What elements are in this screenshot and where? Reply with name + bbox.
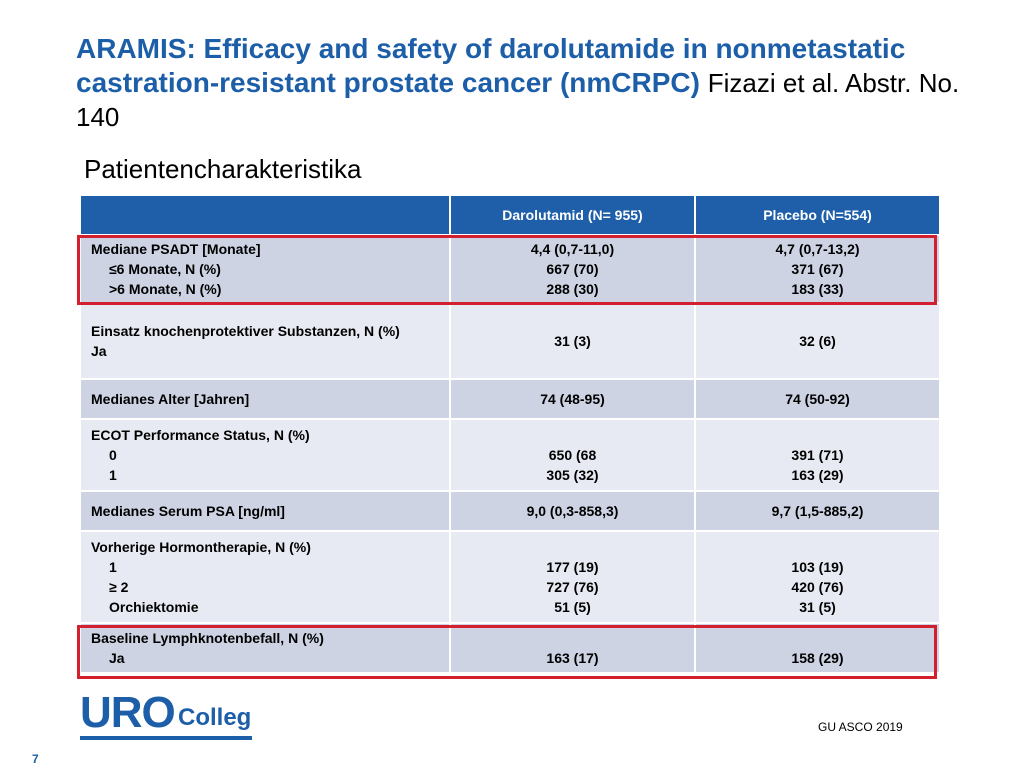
row-label: Mediane PSADT [Monate] ≤6 Monate, N (%) … bbox=[79, 234, 451, 304]
cell-value: 305 (32) bbox=[546, 467, 599, 483]
cell-value: 177 (19) bbox=[546, 559, 599, 575]
row-label: Vorherige Hormontherapie, N (%) 1 ≥ 2 Or… bbox=[79, 530, 451, 624]
patient-characteristics-table: Darolutamid (N= 955) Placebo (N=554) Med… bbox=[79, 194, 941, 674]
table-row: Medianes Serum PSA [ng/ml] 9,0 (0,3-858,… bbox=[79, 490, 941, 532]
cell-value: 163 (29) bbox=[791, 467, 844, 483]
cell-darolutamid: 9,0 (0,3-858,3) bbox=[449, 490, 696, 532]
cell-value: 51 (5) bbox=[554, 599, 591, 615]
row-label: Einsatz knochenprotektiver Substanzen, N… bbox=[79, 302, 451, 380]
row-label-line: ≤6 Monate, N (%) bbox=[109, 261, 221, 277]
slide-title-main: ARAMIS: Efficacy and safety of darolutam… bbox=[76, 33, 906, 98]
cell-value: 4,7 (0,7-13,2) bbox=[775, 241, 860, 257]
slide-subtitle: Patientencharakteristika bbox=[84, 154, 362, 184]
cell-darolutamid: 177 (19) 727 (76) 51 (5) bbox=[449, 530, 696, 624]
cell-placebo: 391 (71) 163 (29) bbox=[694, 418, 941, 492]
cell-darolutamid: 163 (17) bbox=[449, 622, 696, 674]
row-label-line: Vorherige Hormontherapie, N (%) bbox=[91, 539, 311, 555]
logo-uro-text: URO bbox=[80, 688, 176, 737]
table-row: Baseline Lymphknotenbefall, N (%) Ja 163… bbox=[79, 622, 941, 674]
cell-value: 4,4 (0,7-11,0) bbox=[530, 241, 615, 257]
highlight-box-psadt bbox=[77, 235, 937, 305]
cell-value: 420 (76) bbox=[791, 579, 844, 595]
table-row: ECOT Performance Status, N (%) 0 1 650 (… bbox=[79, 418, 941, 492]
cell-value: 183 (33) bbox=[791, 281, 844, 297]
page-number: 7 bbox=[32, 752, 39, 766]
row-label: ECOT Performance Status, N (%) 0 1 bbox=[79, 418, 451, 492]
footer-source: GU ASCO 2019 bbox=[818, 720, 903, 734]
cell-value: 650 (68 bbox=[548, 447, 597, 463]
cell-value: 727 (76) bbox=[546, 579, 599, 595]
cell-placebo: 158 (29) bbox=[694, 622, 941, 674]
logo-colleg-text: Colleg bbox=[178, 704, 252, 731]
row-label: Medianes Alter [Jahren] bbox=[79, 378, 451, 420]
cell-value: 288 (30) bbox=[546, 281, 599, 297]
row-label-line: 0 bbox=[109, 447, 117, 463]
cell-placebo: 9,7 (1,5-885,2) bbox=[694, 490, 941, 532]
highlight-box-lymph bbox=[77, 625, 937, 679]
cell-darolutamid: 650 (68 305 (32) bbox=[449, 418, 696, 492]
row-label-line: ECOT Performance Status, N (%) bbox=[91, 427, 310, 443]
table-row: Mediane PSADT [Monate] ≤6 Monate, N (%) … bbox=[79, 234, 941, 304]
row-label-line: ≥ 2 bbox=[109, 579, 129, 595]
row-label-line: Orchiektomie bbox=[109, 599, 199, 615]
slide-title: ARAMIS: Efficacy and safety of darolutam… bbox=[76, 32, 976, 134]
table-row: Medianes Alter [Jahren] 74 (48-95) 74 (5… bbox=[79, 378, 941, 420]
row-label-line: Ja bbox=[109, 650, 125, 666]
cell-placebo: 32 (6) bbox=[694, 302, 941, 380]
table-row: Vorherige Hormontherapie, N (%) 1 ≥ 2 Or… bbox=[79, 530, 941, 624]
cell-darolutamid: 31 (3) bbox=[449, 302, 696, 380]
row-label-line: >6 Monate, N (%) bbox=[109, 281, 222, 297]
cell-placebo: 74 (50-92) bbox=[694, 378, 941, 420]
header-cell-darolutamid: Darolutamid (N= 955) bbox=[449, 194, 696, 236]
row-label: Baseline Lymphknotenbefall, N (%) Ja bbox=[79, 622, 451, 674]
cell-value: 371 (67) bbox=[791, 261, 844, 277]
cell-placebo: 4,7 (0,7-13,2) 371 (67) 183 (33) bbox=[694, 234, 941, 304]
table-row: Einsatz knochenprotektiver Substanzen, N… bbox=[79, 302, 941, 380]
header-cell-placebo: Placebo (N=554) bbox=[694, 194, 941, 236]
cell-value: 103 (19) bbox=[791, 559, 844, 575]
cell-darolutamid: 4,4 (0,7-11,0) 667 (70) 288 (30) bbox=[449, 234, 696, 304]
logo-underline bbox=[80, 736, 252, 740]
row-label-line: Mediane PSADT [Monate] bbox=[91, 241, 261, 257]
cell-darolutamid: 74 (48-95) bbox=[449, 378, 696, 420]
row-label-line: Ja bbox=[91, 343, 107, 359]
cell-placebo: 103 (19) 420 (76) 31 (5) bbox=[694, 530, 941, 624]
slide-title-citation: Fizazi et al. Abstr. No. 140 bbox=[76, 68, 960, 132]
cell-value: 667 (70) bbox=[546, 261, 599, 277]
cell-value: 391 (71) bbox=[791, 447, 844, 463]
row-label-line: 1 bbox=[109, 559, 117, 575]
row-label-line: Einsatz knochenprotektiver Substanzen, N… bbox=[91, 323, 400, 339]
row-label: Medianes Serum PSA [ng/ml] bbox=[79, 490, 451, 532]
cell-value: 31 (5) bbox=[799, 599, 836, 615]
row-label-line: 1 bbox=[109, 467, 117, 483]
row-label-line: Baseline Lymphknotenbefall, N (%) bbox=[91, 630, 324, 646]
header-cell-empty bbox=[79, 194, 451, 236]
table-header-row: Darolutamid (N= 955) Placebo (N=554) bbox=[79, 194, 941, 236]
